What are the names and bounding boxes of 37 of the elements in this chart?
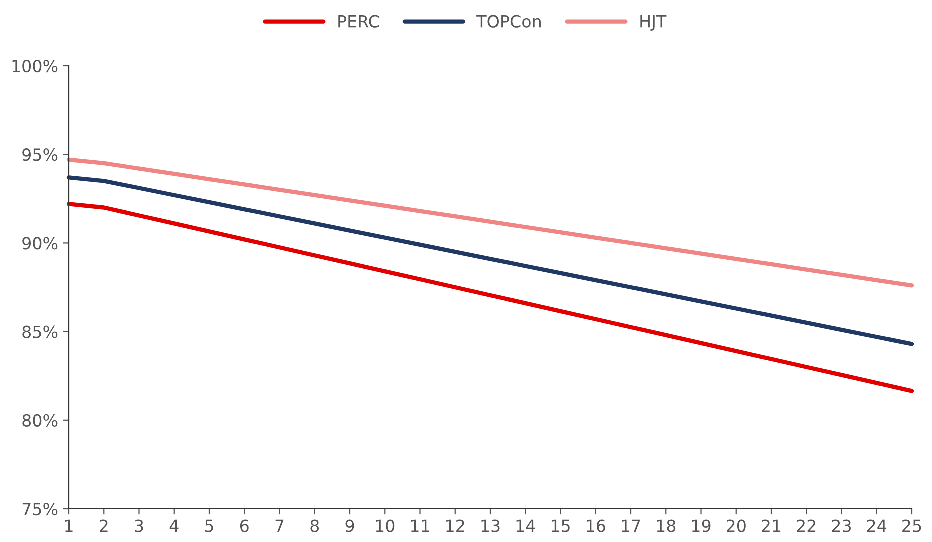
x-tick-label: 22: [797, 520, 816, 532]
x-tick-label: 9: [346, 520, 354, 532]
x-tick-label: 21: [762, 520, 781, 532]
x-tick-label: 19: [692, 520, 711, 532]
x-tick-label: 24: [867, 520, 887, 532]
x-tick-label: 25: [902, 520, 922, 532]
line-series: [66, 158, 914, 288]
x-tick-label: 12: [446, 520, 464, 532]
x-tick-label: 6: [240, 520, 249, 532]
x-tick-label: 15: [552, 520, 570, 532]
x-tick-label: 3: [135, 520, 144, 532]
x-tick-label: 4: [170, 520, 179, 532]
x-tick-label: 17: [622, 520, 640, 532]
legend-label: PERC: [338, 15, 380, 28]
line-series: [66, 202, 914, 394]
y-tick-label: 100%: [12, 60, 58, 73]
x-tick-label: 11: [411, 520, 430, 532]
legend-label: HJT: [640, 16, 667, 31]
x-tick-label: 20: [726, 520, 746, 532]
x-tick-label: 18: [657, 520, 676, 532]
x-tick-label: 23: [832, 520, 852, 532]
x-tick-label: 8: [310, 520, 320, 532]
x-tick-label: 2: [100, 520, 108, 532]
y-tick-label: 80%: [22, 414, 58, 427]
y-tick-label: 75%: [22, 502, 58, 516]
x-tick-label: 10: [376, 520, 395, 532]
y-tick-label: 95%: [22, 148, 58, 162]
x-tick-label: 7: [276, 520, 284, 532]
line-series: [66, 176, 914, 346]
x-tick-label: 13: [482, 520, 500, 532]
x-tick-label: 1: [66, 520, 73, 532]
y-tick-label: 90%: [22, 237, 58, 250]
x-tick-label: 16: [587, 520, 606, 532]
y-tick-label: 85%: [22, 326, 58, 338]
x-tick-label: 14: [516, 520, 536, 532]
x-tick-label: 5: [205, 520, 214, 532]
legend-label: TOPCon: [476, 15, 541, 28]
